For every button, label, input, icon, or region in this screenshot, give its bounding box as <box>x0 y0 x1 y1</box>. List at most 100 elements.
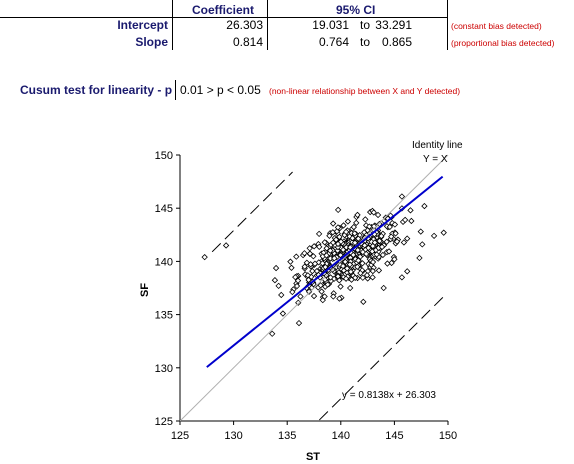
data-point <box>288 264 295 271</box>
data-point <box>331 255 338 262</box>
data-point <box>417 228 424 235</box>
data-point <box>334 206 342 214</box>
data-point <box>353 219 360 227</box>
data-point <box>294 277 302 284</box>
data-point <box>279 310 287 317</box>
regression-line <box>206 175 444 368</box>
data-point <box>334 224 342 231</box>
data-point <box>351 239 359 246</box>
y-tick-label: 125 <box>155 416 173 428</box>
data-point <box>379 251 387 259</box>
data-point <box>378 243 386 251</box>
data-point <box>349 235 356 242</box>
data-point <box>363 272 371 279</box>
data-point <box>330 293 337 300</box>
data-point <box>327 247 334 254</box>
intercept-ci-sep: to <box>359 18 370 32</box>
data-point <box>324 281 331 288</box>
data-point <box>332 236 340 243</box>
data-point <box>339 262 347 270</box>
data-point <box>310 243 318 250</box>
data-point <box>393 238 401 245</box>
data-point <box>384 260 391 267</box>
data-point <box>369 274 376 281</box>
data-point <box>278 291 285 299</box>
data-point <box>359 274 366 281</box>
data-point <box>375 267 383 274</box>
data-point <box>315 230 323 238</box>
data-point <box>369 267 377 275</box>
data-point <box>342 258 349 265</box>
data-point <box>311 260 319 267</box>
data-point <box>303 259 311 266</box>
data-point <box>354 211 361 219</box>
table-divider-2 <box>267 0 268 50</box>
data-point <box>272 264 280 272</box>
x-tick-label: 135 <box>278 430 296 442</box>
slope-coefficient: 0.814 <box>232 35 263 49</box>
identity-line <box>179 154 449 422</box>
intercept-note: (constant bias detected) <box>451 21 542 31</box>
data-point <box>360 298 367 305</box>
table-divider-1 <box>172 0 173 50</box>
table-divider-3 <box>447 0 448 50</box>
data-point <box>323 252 330 259</box>
data-point <box>346 233 353 240</box>
cusum-label: Cusum test for linearity - p <box>20 83 173 97</box>
data-point <box>340 222 347 229</box>
data-point <box>388 233 395 240</box>
x-tick-label: 130 <box>224 430 242 442</box>
data-point <box>337 251 344 259</box>
data-point <box>363 250 370 258</box>
data-point <box>369 258 377 266</box>
data-point <box>336 233 343 241</box>
data-point <box>380 284 387 292</box>
x-tick-label: 145 <box>385 430 403 442</box>
slope-ci-sep: to <box>359 35 370 49</box>
data-point <box>342 228 350 236</box>
data-point <box>293 282 301 290</box>
data-point <box>401 216 409 224</box>
data-point <box>297 293 304 300</box>
y-tick-label: 135 <box>155 310 173 322</box>
data-point <box>374 211 382 219</box>
identity-label-2: Y = X <box>423 154 448 165</box>
data-point <box>376 237 383 245</box>
data-point <box>329 220 337 227</box>
data-point <box>295 319 303 327</box>
data-point <box>369 248 376 255</box>
data-point <box>354 263 361 271</box>
data-point <box>346 284 354 292</box>
x-tick-label: 150 <box>439 430 457 442</box>
data-point <box>292 273 299 281</box>
data-point <box>343 265 351 272</box>
data-point <box>373 251 380 258</box>
data-point <box>362 216 369 223</box>
data-point <box>359 260 366 267</box>
x-tick-label: 125 <box>171 430 189 442</box>
data-point <box>337 238 345 245</box>
data-point <box>295 299 302 306</box>
data-point <box>355 257 362 264</box>
intercept-ci-low: 19.031 <box>312 18 349 32</box>
upper-limit-line <box>211 171 293 253</box>
data-point <box>398 193 406 200</box>
data-point <box>366 223 373 230</box>
data-point <box>310 253 317 260</box>
data-point <box>347 268 355 275</box>
data-point <box>337 283 344 290</box>
data-point <box>326 232 333 239</box>
data-point <box>378 232 385 240</box>
data-point <box>407 207 414 214</box>
data-point <box>440 229 447 236</box>
data-point <box>322 263 329 271</box>
intercept-ci-high: 33.291 <box>375 18 412 32</box>
data-point <box>334 247 341 254</box>
data-point <box>346 261 354 268</box>
data-point <box>316 243 323 251</box>
lower-limit-line <box>319 294 447 421</box>
col-header-95ci: 95% CI <box>336 3 376 17</box>
data-point <box>352 274 359 281</box>
data-point <box>400 239 408 246</box>
y-tick-label: 145 <box>155 203 173 215</box>
